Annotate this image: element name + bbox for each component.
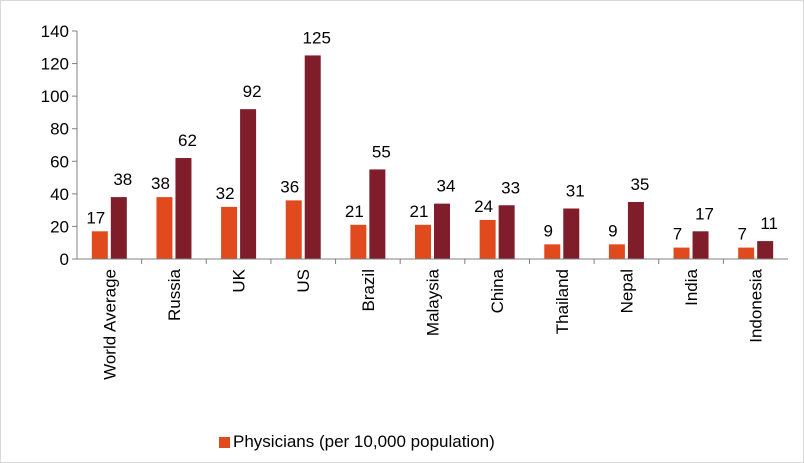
x-category-label: China — [488, 268, 507, 313]
x-category-label: India — [682, 268, 701, 305]
y-tick-label: 140 — [41, 22, 69, 41]
data-label: 21 — [345, 202, 364, 221]
y-tick-label: 80 — [50, 120, 69, 139]
data-label: 11 — [760, 214, 778, 233]
data-label: 32 — [216, 184, 235, 203]
x-category-label: Thailand — [553, 269, 572, 334]
data-label: 17 — [86, 208, 105, 227]
legend: Physicians (per 10,000 population) — [219, 431, 495, 453]
y-tick-label: 120 — [41, 55, 69, 74]
y-axis: 0 20 40 60 80 100 120 140 — [41, 22, 78, 269]
x-category-label: Russia — [165, 268, 184, 321]
y-tick-label: 60 — [50, 152, 69, 171]
x-category-label: Indonesia — [747, 268, 766, 342]
data-label: 31 — [566, 182, 585, 201]
bar — [91, 231, 108, 259]
bar — [285, 200, 302, 259]
data-label: 125 — [303, 28, 331, 47]
data-label: 35 — [630, 175, 649, 194]
data-label: 33 — [501, 178, 520, 197]
bar — [627, 202, 644, 259]
data-label: 17 — [695, 204, 714, 223]
y-tick-label: 40 — [50, 185, 69, 204]
bar — [175, 158, 192, 259]
bar — [369, 169, 386, 259]
x-category-label: US — [294, 269, 313, 293]
data-label: 24 — [474, 197, 493, 216]
bar — [544, 244, 561, 259]
data-label: 62 — [178, 131, 197, 150]
x-category-label: UK — [230, 268, 249, 292]
bar — [498, 205, 515, 259]
legend-swatch — [219, 436, 230, 448]
bar — [608, 244, 625, 259]
bar — [221, 206, 238, 259]
data-label: 7 — [673, 225, 682, 244]
data-label: 9 — [608, 221, 617, 240]
bar — [692, 231, 709, 259]
bar — [415, 224, 431, 259]
y-tick-label: 20 — [50, 217, 69, 236]
bars — [91, 55, 774, 260]
x-category-label: Malaysia — [424, 268, 443, 336]
data-label: 9 — [544, 221, 553, 240]
bar — [240, 109, 257, 260]
data-label: 92 — [243, 82, 262, 101]
data-label: 38 — [151, 174, 170, 193]
bar — [563, 208, 580, 259]
x-category-label: Nepal — [617, 269, 636, 313]
y-tick-label: 0 — [60, 250, 69, 269]
data-label: 38 — [113, 170, 132, 189]
bar — [156, 197, 173, 259]
x-category-label: World Average — [100, 269, 119, 380]
bar — [479, 219, 496, 259]
data-label: 21 — [410, 202, 429, 221]
bar — [110, 197, 127, 259]
x-axis: World Average Russia UK US Brazil Malaysia Chi… — [77, 258, 788, 380]
bar — [434, 203, 450, 259]
legend-label: Physicians (per 10,000 population) — [233, 432, 495, 451]
bar — [350, 224, 367, 259]
data-label: 36 — [280, 177, 299, 196]
x-category-label: Brazil — [359, 269, 378, 312]
bar — [738, 247, 755, 259]
bar — [673, 247, 690, 259]
bar — [304, 55, 321, 259]
y-tick-label: 100 — [41, 87, 69, 106]
data-label: 34 — [437, 177, 456, 196]
data-label: 7 — [737, 225, 746, 244]
bar — [757, 241, 774, 259]
data-label: 55 — [372, 142, 391, 161]
